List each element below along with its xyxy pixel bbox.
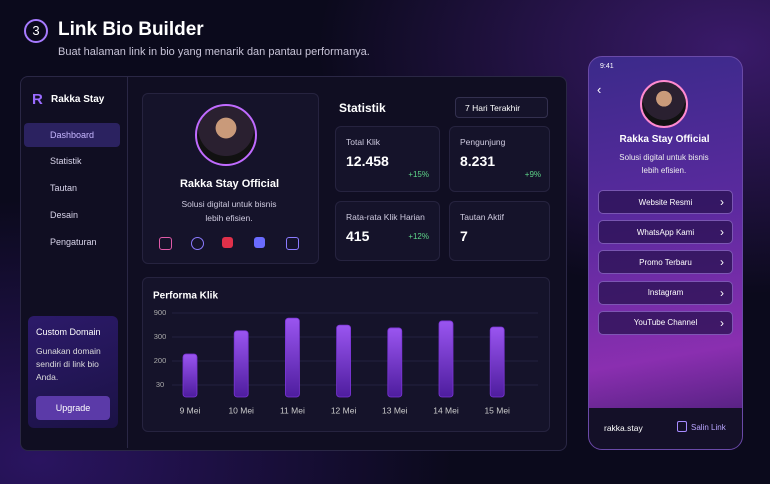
stat-value: 12.458: [346, 153, 389, 169]
y-tick-label: 300: [154, 332, 167, 341]
link-button[interactable]: Promo Terbaru: [598, 250, 733, 275]
x-tick-label: 12 Mei: [331, 405, 357, 415]
link-button[interactable]: Website Resmi: [598, 190, 733, 214]
divider: [127, 77, 128, 448]
stat-card: [335, 126, 440, 192]
period-select[interactable]: 7 Hari Terakhir: [455, 97, 548, 118]
back-button[interactable]: ‹: [597, 82, 602, 97]
nav-item[interactable]: Desain: [50, 210, 79, 220]
stat-change: +12%: [408, 232, 429, 241]
promo-text: Gunakan domain sendiri di link bio Anda.: [36, 346, 101, 382]
handle: rakka.stay: [604, 423, 643, 433]
stat-value: 8.231: [460, 153, 496, 169]
stats-title: Statistik: [339, 101, 386, 115]
bar: [336, 324, 352, 398]
canva-icon[interactable]: [254, 237, 265, 248]
threads-icon[interactable]: [191, 237, 204, 250]
x-tick-label: 10 Mei: [228, 405, 254, 415]
bar: [233, 330, 249, 398]
x-tick-label: 9 Mei: [180, 405, 201, 415]
stat-label: Tautan Aktif: [460, 212, 504, 222]
copy-icon[interactable]: [677, 421, 687, 432]
stat-card: [449, 201, 550, 261]
bar: [182, 353, 198, 398]
phone-footer: [589, 408, 742, 449]
stat-label: Rata-rata Klik Harian: [346, 212, 425, 222]
phone-name: Rakka Stay Official: [619, 134, 710, 145]
profile-name: Rakka Stay Official: [179, 178, 280, 190]
stat-label: Pengunjung: [460, 137, 506, 147]
stat-card: [449, 126, 550, 192]
x-tick-label: 13 Mei: [382, 405, 408, 415]
chart-title: Performa Klik: [153, 291, 218, 302]
bar: [284, 317, 300, 398]
brand: Rakka Stay: [51, 94, 105, 105]
logo: R: [32, 91, 43, 108]
link-button[interactable]: WhatsApp Kami: [598, 220, 733, 245]
phone-avatar: [640, 80, 688, 128]
instagram-icon[interactable]: [159, 237, 172, 250]
y-tick-label: 900: [154, 308, 167, 317]
stat-label: Total Klik: [346, 137, 381, 147]
y-tick-label: 30: [156, 380, 164, 389]
page-title: Link Bio Builder: [58, 19, 204, 40]
x-tick-label: 11 Mei: [280, 405, 305, 415]
profile-bio: Solusi digital untuk bisnis lebih efisie…: [181, 199, 277, 223]
phone-bio: Solusi digital untuk bisnis lebih efisie…: [619, 153, 709, 175]
stat-card: [335, 201, 440, 261]
nav-item[interactable]: Pengaturan: [50, 237, 97, 247]
x-tick-label: 15 Mei: [484, 405, 510, 415]
bar: [489, 326, 505, 398]
step-badge: 3: [24, 19, 48, 43]
page-subtitle: Buat halaman link in bio yang menarik da…: [58, 46, 370, 58]
nav-item[interactable]: Tautan: [50, 183, 78, 193]
youtube-icon[interactable]: [222, 237, 233, 248]
stat-change: +15%: [408, 170, 429, 179]
bar: [387, 327, 403, 398]
upgrade-button[interactable]: Upgrade: [36, 396, 110, 420]
link-button[interactable]: Instagram: [598, 280, 733, 305]
nav-item[interactable]: Dashboard: [24, 123, 120, 147]
copy-link[interactable]: Salin Link: [691, 423, 726, 432]
link-icon[interactable]: [286, 237, 299, 250]
link-button[interactable]: YouTube Channel: [598, 310, 733, 335]
avatar: [195, 104, 257, 166]
stat-value: 7: [460, 228, 468, 244]
stat-value: 415: [346, 228, 370, 244]
stat-change: +9%: [524, 170, 541, 179]
promo-title: Custom Domain: [36, 327, 101, 337]
nav-item[interactable]: Statistik: [50, 156, 82, 166]
y-tick-label: 200: [154, 356, 167, 365]
bar: [438, 320, 454, 398]
chart: Performa Klik 900 300 200 30 9 Mei 10 Mei 11 M…: [153, 291, 538, 415]
x-tick-label: 14 Mei: [433, 405, 459, 415]
phone-time: 9:41: [600, 63, 614, 70]
